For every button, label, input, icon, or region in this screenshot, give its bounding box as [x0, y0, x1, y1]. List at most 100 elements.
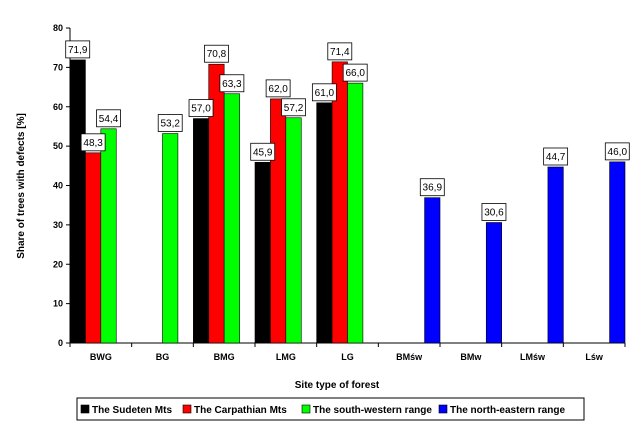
y-tick-label: 70 — [53, 62, 63, 72]
data-label-value: 36,9 — [423, 183, 443, 194]
data-label-box — [419, 178, 445, 197]
legend-label-the-carpathian-mts: The Carpathian Mts — [194, 405, 287, 416]
data-label-box — [265, 79, 291, 98]
data-label-value: 70,8 — [207, 49, 227, 60]
data-label-value: 61,0 — [315, 88, 335, 99]
bar-the-south-western-range-bwg — [100, 128, 117, 344]
x-tick-label-lmg: LMG — [276, 352, 296, 362]
data-label-value: 46,0 — [608, 147, 628, 158]
data-label: 54,4 — [96, 109, 121, 128]
data-label: 44,7 — [543, 147, 569, 166]
legend-swatch-the-north-eastern-range — [438, 404, 448, 414]
data-label-box — [250, 142, 276, 161]
data-label-value: 48,3 — [83, 138, 103, 149]
data-label: 45,9 — [250, 142, 276, 161]
bar-the-carpathian-mts-bwg — [85, 152, 102, 344]
y-tick-label: 20 — [53, 259, 63, 269]
bar-the-sudeten-mts-lmg — [254, 161, 271, 344]
data-label: 61,0 — [311, 83, 337, 102]
x-tick-label-lms-w: LMśw — [520, 352, 546, 362]
data-label-box — [281, 98, 306, 117]
x-tick-label-ls-w: Lśw — [585, 352, 604, 362]
data-label-box — [188, 99, 214, 117]
data-label: 48,3 — [80, 133, 106, 152]
legend: The Sudeten Mts The Carpathian Mts The sou… — [76, 397, 585, 421]
bars — [69, 59, 626, 344]
y-axis-title: Share of trees with defects [%] — [16, 113, 27, 259]
data-label: 46,0 — [604, 142, 630, 161]
data-label-box — [543, 147, 569, 166]
data-label: 63,3 — [219, 74, 245, 93]
data-label-box — [342, 63, 368, 82]
data-label-value: 30,6 — [484, 208, 504, 219]
data-label-value: 66,0 — [345, 68, 365, 79]
bar-the-north-eastern-range-lms-w — [547, 166, 564, 344]
legend-swatch-the-sudeten-mts — [80, 404, 90, 414]
bar-the-north-eastern-range-bmw — [485, 222, 502, 344]
x-tick-label-bmg: BMG — [214, 352, 235, 362]
data-label: 30,6 — [481, 203, 507, 221]
bar-the-sudeten-mts-lg — [316, 102, 333, 344]
data-label-value: 53,2 — [160, 119, 180, 130]
bar-the-south-western-range-lmg — [285, 117, 302, 344]
legend-items: The Sudeten Mts The Carpathian Mts The sou… — [80, 404, 565, 416]
data-label: 62,0 — [265, 79, 291, 98]
data-labels: 71,9 57,0 45,9 61,0 48,3 70,8 62,0 71,4 54,4 53,2… — [65, 40, 630, 221]
data-label: 57,2 — [281, 98, 306, 117]
bar-the-carpathian-mts-lg — [331, 61, 348, 344]
legend-swatch-the-south-western-range — [301, 404, 311, 414]
data-label-box — [96, 109, 121, 128]
bar-the-sudeten-mts-bmg — [193, 118, 210, 344]
data-label-box — [604, 142, 630, 161]
legend-frame — [76, 397, 585, 421]
data-label-box — [311, 83, 337, 102]
y-tick-label: 80 — [53, 23, 63, 33]
data-label: 57,0 — [188, 99, 214, 117]
x-tick-label-lg: LG — [341, 352, 354, 362]
data-label: 71,9 — [65, 40, 91, 59]
data-label-box — [80, 133, 106, 152]
data-label-value: 63,3 — [222, 79, 242, 90]
y-tick-label: 10 — [53, 299, 63, 309]
data-label-value: 57,0 — [191, 104, 211, 115]
y-tick-label: 60 — [53, 102, 63, 112]
data-label-value: 71,9 — [68, 45, 88, 56]
bar-the-south-western-range-bmg — [223, 93, 240, 344]
x-tick-label-bmw: BMw — [460, 352, 482, 362]
legend-label-the-north-eastern-range: The north-eastern range — [450, 405, 565, 416]
legend-swatch-the-carpathian-mts — [182, 404, 192, 414]
data-label-box — [204, 44, 229, 63]
y-tick-label: 30 — [53, 220, 63, 230]
data-label: 70,8 — [204, 44, 229, 63]
y-tick-label: 50 — [53, 141, 63, 151]
x-tick-label-bwg: BWG — [90, 352, 112, 362]
y-axis-ticks: 0 10 20 30 40 50 60 70 80 — [53, 23, 70, 348]
bar-the-south-western-range-bg — [162, 133, 179, 344]
bar-the-north-eastern-range-bms-w — [424, 197, 441, 344]
bar-the-south-western-range-lg — [347, 82, 364, 344]
data-label: 36,9 — [419, 178, 445, 197]
data-label-box — [65, 40, 91, 59]
x-tick-label-bg: BG — [156, 352, 170, 362]
y-tick-label: 40 — [53, 181, 63, 191]
data-label-box — [219, 74, 245, 93]
data-label: 66,0 — [342, 63, 368, 82]
data-label-box — [327, 42, 353, 61]
data-label-value: 57,2 — [284, 103, 304, 114]
data-label-box — [481, 203, 507, 221]
data-label-value: 44,7 — [546, 152, 566, 163]
x-axis-title: Site type of forest — [295, 380, 380, 391]
data-label: 53,2 — [157, 114, 183, 132]
bar-the-sudeten-mts-bwg — [69, 59, 86, 344]
data-label-value: 54,4 — [99, 114, 119, 125]
legend-label-the-south-western-range: The south-western range — [313, 405, 432, 416]
x-tick-label-bms-w: BMśw — [396, 352, 423, 362]
bar-the-carpathian-mts-lmg — [270, 98, 287, 344]
data-label: 71,4 — [327, 42, 353, 61]
bar-the-north-eastern-range-ls-w — [609, 161, 626, 344]
data-label-value: 62,0 — [268, 84, 288, 95]
data-label-value: 45,9 — [253, 147, 273, 158]
x-axis-ticks: BWG BG BMG LMG LG BMśw BMw LMśw Lśw — [69, 343, 626, 362]
